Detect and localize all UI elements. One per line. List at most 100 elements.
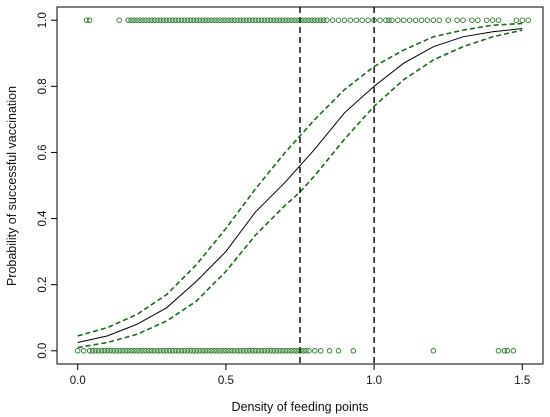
data-point bbox=[140, 17, 146, 23]
data-point bbox=[312, 17, 318, 23]
data-point bbox=[501, 348, 508, 354]
data-point bbox=[89, 348, 96, 354]
data-point bbox=[190, 17, 197, 23]
data-point bbox=[436, 17, 443, 23]
ci-lower-line bbox=[77, 29, 523, 349]
data-point bbox=[483, 17, 490, 23]
data-point bbox=[152, 17, 158, 23]
data-point bbox=[175, 17, 182, 23]
x-tick-label: 0.0 bbox=[70, 375, 86, 387]
data-point bbox=[294, 348, 300, 354]
data-point bbox=[246, 348, 253, 354]
data-point bbox=[149, 348, 155, 354]
data-point bbox=[220, 348, 226, 354]
data-point bbox=[223, 17, 229, 23]
data-point bbox=[240, 348, 247, 354]
data-point bbox=[223, 348, 229, 354]
data-point bbox=[181, 17, 188, 23]
data-point bbox=[350, 348, 357, 354]
data-point bbox=[178, 348, 185, 354]
data-point bbox=[371, 17, 377, 23]
y-tick-label: 0.2 bbox=[37, 277, 49, 293]
data-point bbox=[377, 17, 383, 23]
data-point bbox=[267, 348, 274, 354]
data-point bbox=[297, 348, 303, 354]
data-point bbox=[285, 17, 291, 23]
data-point bbox=[264, 17, 271, 23]
y-tick-label: 0.8 bbox=[37, 78, 49, 94]
data-point bbox=[252, 17, 259, 23]
data-point bbox=[270, 348, 277, 354]
data-point bbox=[255, 348, 262, 354]
data-point bbox=[430, 348, 437, 354]
data-point bbox=[181, 348, 188, 354]
data-point bbox=[155, 17, 161, 23]
data-point bbox=[131, 348, 137, 354]
data-point bbox=[169, 17, 176, 23]
data-point bbox=[294, 17, 300, 23]
data-point bbox=[166, 17, 173, 23]
reference-lines bbox=[299, 7, 375, 364]
data-point bbox=[98, 348, 105, 354]
data-point bbox=[249, 17, 256, 23]
data-point bbox=[125, 348, 131, 354]
data-point bbox=[341, 17, 348, 23]
data-point bbox=[513, 17, 520, 23]
data-point bbox=[326, 348, 333, 354]
data-point bbox=[202, 17, 208, 23]
data-point bbox=[226, 17, 232, 23]
data-point bbox=[359, 17, 365, 23]
data-point bbox=[291, 348, 297, 354]
data-point bbox=[270, 17, 277, 23]
data-point bbox=[261, 17, 268, 23]
data-point bbox=[445, 17, 451, 23]
y-axis-title: Probability of successful vaccination bbox=[5, 86, 19, 286]
data-point bbox=[243, 17, 250, 23]
data-point bbox=[460, 17, 466, 23]
x-tick-label: 1.5 bbox=[514, 375, 530, 387]
y-tick-label: 0.0 bbox=[37, 343, 49, 359]
data-point bbox=[347, 17, 354, 23]
data-point bbox=[128, 17, 134, 23]
data-point bbox=[160, 17, 167, 23]
data-point bbox=[400, 17, 407, 23]
data-point bbox=[353, 17, 360, 23]
data-point bbox=[119, 348, 125, 354]
data-point bbox=[495, 17, 502, 23]
data-point bbox=[489, 17, 496, 23]
y-tick-label: 1.0 bbox=[37, 12, 49, 28]
data-point bbox=[297, 17, 303, 23]
data-point bbox=[214, 17, 220, 23]
data-point bbox=[229, 348, 235, 354]
data-point bbox=[175, 348, 182, 354]
data-point bbox=[172, 348, 179, 354]
data-point bbox=[300, 17, 306, 23]
data-point bbox=[510, 348, 517, 354]
data-point bbox=[315, 17, 321, 23]
data-point bbox=[187, 17, 194, 23]
data-point bbox=[125, 17, 131, 23]
data-point bbox=[160, 348, 167, 354]
data-point bbox=[237, 17, 244, 23]
data-point bbox=[146, 348, 152, 354]
data-point bbox=[258, 348, 265, 354]
data-point bbox=[424, 17, 431, 23]
data-point bbox=[199, 348, 205, 354]
data-point bbox=[137, 17, 143, 23]
data-point bbox=[95, 348, 102, 354]
data-point bbox=[288, 348, 294, 354]
data-point bbox=[211, 17, 217, 23]
data-point bbox=[285, 348, 291, 354]
data-point bbox=[469, 17, 475, 23]
x-tick-label: 1.0 bbox=[366, 375, 382, 387]
data-point bbox=[255, 17, 262, 23]
data-point bbox=[116, 348, 122, 354]
data-point bbox=[504, 348, 511, 354]
data-point bbox=[525, 17, 531, 23]
data-point bbox=[335, 17, 342, 23]
series-layer bbox=[77, 22, 523, 349]
data-point bbox=[273, 17, 280, 23]
data-point bbox=[383, 17, 389, 23]
data-point bbox=[288, 17, 294, 23]
